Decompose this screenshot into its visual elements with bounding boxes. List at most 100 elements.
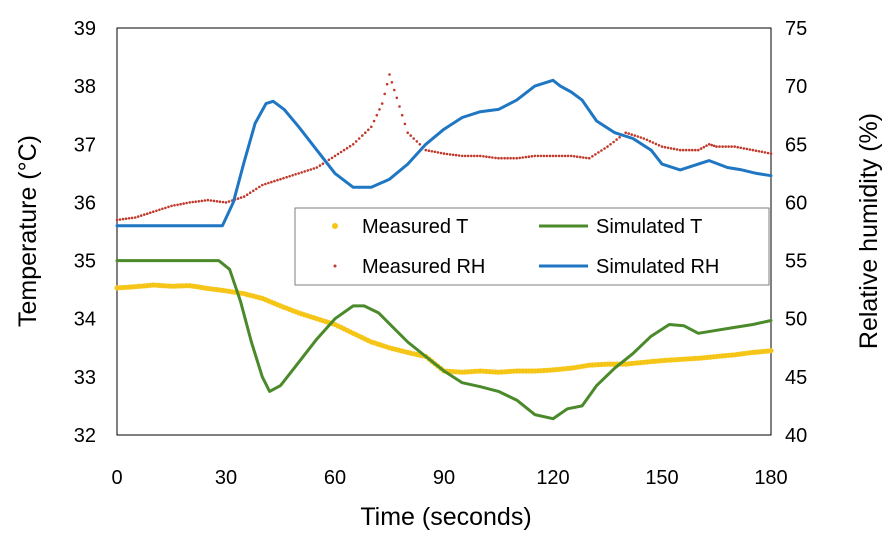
legend-marker-measured-rh — [333, 264, 337, 268]
data-point-measured-rh — [390, 81, 394, 84]
data-point-measured-rh — [669, 147, 673, 150]
data-point-measured-rh — [339, 150, 343, 154]
data-point-measured-rh — [312, 167, 316, 170]
data-point-measured-rh — [357, 137, 361, 140]
data-point-measured-rh — [542, 154, 546, 158]
data-point-measured-rh — [185, 201, 188, 205]
data-point-measured-rh — [651, 141, 655, 144]
data-point-measured-rh — [491, 156, 494, 159]
data-point-measured-rh — [466, 154, 470, 158]
legend-item-simulated-rh: Simulated RH — [539, 256, 719, 278]
data-point-measured-rh — [482, 155, 485, 158]
x-tick-label: 180 — [754, 467, 787, 489]
data-point-measured-rh — [506, 156, 509, 160]
data-point-measured-rh — [712, 144, 716, 148]
data-point-measured-rh — [182, 202, 185, 205]
data-point-measured-rh — [279, 177, 282, 181]
data-point-measured-rh — [149, 211, 152, 214]
data-point-measured-rh — [748, 148, 752, 151]
data-point-measured-rh — [393, 88, 396, 92]
data-point-measured-rh — [345, 146, 349, 150]
series-line-simulated-t — [115, 259, 773, 421]
data-point-measured-rh — [572, 155, 576, 158]
data-point-measured-t — [768, 348, 774, 354]
data-point-measured-rh — [721, 145, 724, 148]
data-point-measured-rh — [724, 145, 727, 148]
data-point-measured-rh — [430, 150, 434, 153]
data-point-measured-rh — [710, 143, 713, 147]
data-point-measured-rh — [436, 151, 440, 154]
data-point-measured-rh — [660, 145, 664, 148]
data-point-measured-rh — [648, 139, 652, 143]
y-right-axis-label: Relative humidity (%) — [855, 113, 883, 349]
data-point-measured-rh — [367, 128, 370, 132]
data-point-measured-rh — [327, 158, 331, 162]
data-point-measured-rh — [609, 143, 612, 146]
data-point-measured-rh — [579, 155, 582, 159]
data-point-measured-rh — [494, 156, 497, 160]
data-point-measured-rh — [161, 207, 164, 211]
y-right-tick-label: 40 — [785, 425, 807, 447]
y-right-tick-label: 60 — [785, 192, 807, 214]
data-point-measured-rh — [585, 156, 588, 160]
data-point-measured-rh — [763, 151, 767, 154]
data-point-measured-rh — [636, 135, 640, 138]
data-point-measured-rh — [439, 151, 443, 155]
data-point-measured-rh — [406, 131, 410, 134]
data-point-measured-rh — [115, 218, 119, 222]
data-point-measured-rh — [264, 182, 267, 186]
series-measured-t — [114, 282, 774, 375]
data-point-measured-rh — [754, 149, 758, 152]
data-point-measured-rh — [769, 152, 773, 155]
data-point-measured-rh — [633, 134, 637, 137]
data-point-measured-rh — [657, 144, 661, 147]
data-point-measured-rh — [718, 145, 721, 148]
data-point-measured-rh — [315, 166, 319, 169]
data-point-measured-rh — [473, 154, 476, 158]
data-point-measured-rh — [627, 132, 630, 135]
data-point-measured-rh — [694, 148, 697, 152]
data-point-measured-rh — [624, 131, 627, 134]
x-axis-ticks: 0 30 60 90 120 150 180 — [111, 467, 787, 489]
data-point-measured-rh — [675, 148, 679, 151]
data-point-measured-rh — [454, 153, 458, 157]
data-point-measured-rh — [697, 148, 700, 152]
data-point-measured-rh — [603, 147, 606, 150]
data-point-measured-rh — [536, 154, 540, 158]
data-point-measured-rh — [409, 134, 413, 137]
plot-area-frame — [116, 27, 772, 436]
data-point-measured-rh — [460, 154, 464, 158]
y-left-tick-label: 38 — [74, 76, 96, 98]
data-point-measured-rh — [615, 138, 618, 141]
data-point-measured-rh — [681, 148, 685, 152]
data-point-measured-rh — [176, 203, 179, 207]
x-axis-label: Time (seconds) — [360, 503, 531, 531]
data-point-measured-rh — [412, 137, 416, 140]
data-point-measured-rh — [705, 144, 708, 147]
data-point-measured-rh — [594, 153, 597, 156]
data-point-measured-rh — [342, 148, 346, 152]
data-point-measured-rh — [691, 148, 694, 152]
x-tick-label: 120 — [536, 467, 569, 489]
data-point-measured-rh — [566, 154, 570, 158]
series-measured-rh — [115, 73, 773, 222]
data-point-measured-rh — [398, 105, 401, 108]
data-point-measured-rh — [479, 154, 482, 158]
data-point-measured-rh — [375, 113, 379, 117]
x-tick-label: 0 — [111, 467, 122, 489]
data-point-measured-rh — [485, 155, 488, 158]
data-point-measured-rh — [630, 133, 633, 136]
data-point-measured-rh — [539, 154, 543, 158]
y-left-tick-label: 34 — [74, 309, 96, 331]
data-point-measured-rh — [173, 204, 176, 207]
data-point-measured-rh — [707, 143, 711, 146]
data-point-measured-rh — [136, 215, 140, 218]
data-point-measured-rh — [258, 185, 261, 189]
legend-item-simulated-t: Simulated T — [539, 216, 702, 238]
data-point-measured-rh — [179, 202, 182, 206]
data-point-measured-rh — [582, 156, 585, 159]
data-point-measured-rh — [403, 122, 407, 126]
data-point-measured-rh — [527, 155, 531, 158]
data-point-measured-rh — [395, 96, 399, 100]
data-point-measured-rh — [524, 155, 528, 159]
